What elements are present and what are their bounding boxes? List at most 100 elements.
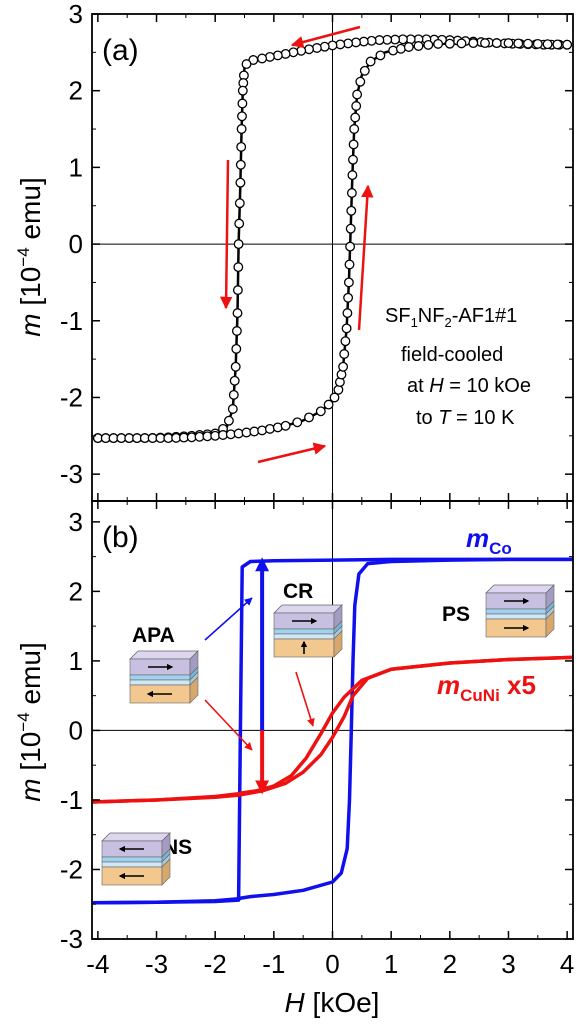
data-point-ascending xyxy=(413,41,424,51)
x-tick-label: -1 xyxy=(262,949,285,979)
data-point-descending xyxy=(319,41,330,52)
x-tick-label: 3 xyxy=(501,949,515,979)
data-point-ascending xyxy=(433,38,444,49)
temperature-text: to T = 10 K xyxy=(416,407,515,429)
data-point-ascending xyxy=(532,38,543,49)
stack-top-face xyxy=(485,584,555,594)
y-tick-label: 2 xyxy=(69,576,83,606)
data-point-ascending xyxy=(552,39,563,50)
layer-stack-apa xyxy=(129,650,199,704)
data-point-ascending xyxy=(346,188,357,198)
data-point-descending xyxy=(311,43,322,53)
data-point-ascending xyxy=(272,422,283,433)
data-point-ascending xyxy=(562,39,573,50)
data-point-descending xyxy=(272,50,283,61)
data-point-ascending xyxy=(491,38,502,49)
data-point-descending xyxy=(237,98,248,109)
data-point-ascending xyxy=(340,336,351,347)
stack-top-face xyxy=(273,604,343,614)
data-point-descending xyxy=(296,45,307,56)
data-point-ascending xyxy=(343,292,354,303)
panel-a-ylabel: m [10−4 emu] xyxy=(14,177,46,336)
y-tick-label: 3 xyxy=(69,0,83,29)
data-point-ascending xyxy=(359,65,370,76)
data-point-ascending xyxy=(304,412,314,423)
data-point-ascending xyxy=(348,139,359,150)
data-point-ascending xyxy=(280,420,291,431)
data-point-ascending xyxy=(503,38,514,49)
arrow-bottom-right xyxy=(257,442,327,464)
layer-stack-cr xyxy=(273,604,343,658)
data-point-descending xyxy=(231,326,242,336)
y-tick-label: 0 xyxy=(69,715,83,745)
x-tick-label: -2 xyxy=(204,949,227,979)
stack-layer xyxy=(273,628,335,635)
x-tick-label: 1 xyxy=(384,949,398,979)
data-point-descending xyxy=(327,40,338,51)
stack-layer xyxy=(485,613,547,620)
stack-side xyxy=(333,630,343,658)
data-point-descending xyxy=(257,53,268,64)
y-tick-label: -1 xyxy=(60,785,83,815)
arrow-right-up xyxy=(357,184,374,331)
data-point-ascending xyxy=(264,423,275,434)
stack-layer xyxy=(485,608,547,615)
sample-annotation: SF1NF2-AF1#1 field-cooled at H = 10 kOe … xyxy=(385,305,531,429)
data-point-descending xyxy=(236,141,247,152)
data-point-descending xyxy=(237,85,248,96)
data-point-ascending xyxy=(348,154,358,165)
data-point-descending xyxy=(232,285,243,296)
layer-stack-ps xyxy=(485,584,555,638)
series-m-cuni-ascending xyxy=(91,655,574,804)
data-point-ascending xyxy=(343,277,354,288)
panel-a-label: (a) xyxy=(102,34,139,67)
x-tick-label: -4 xyxy=(86,949,109,979)
data-point-descending xyxy=(227,404,238,414)
data-point-ascending xyxy=(352,89,363,100)
state-label-apa: APA xyxy=(132,624,175,647)
data-point-ascending xyxy=(349,124,360,134)
y-tick-label: -3 xyxy=(60,459,83,489)
stack-layer xyxy=(129,674,191,681)
data-point-ascending xyxy=(395,43,406,54)
legend-m-cuni: mCuNi x5 xyxy=(437,670,536,705)
data-point-descending xyxy=(236,124,247,134)
data-point-ascending xyxy=(341,323,352,334)
data-point-descending xyxy=(304,44,314,55)
data-point-ascending xyxy=(480,38,490,49)
arrow-left-down xyxy=(219,159,233,310)
data-point-descending xyxy=(241,59,252,70)
data-point-ascending xyxy=(468,38,479,49)
data-point-ascending xyxy=(423,39,434,50)
apa-pointer-red xyxy=(204,699,253,751)
y-tick-label: 2 xyxy=(69,76,83,106)
state-label-cr: CR xyxy=(283,580,313,603)
stack-layer xyxy=(101,856,163,863)
stack-side xyxy=(189,676,199,704)
panel-a-marks xyxy=(92,14,573,501)
data-point-descending xyxy=(280,48,291,59)
data-point-ascending xyxy=(355,76,366,87)
data-point-ascending xyxy=(344,259,355,270)
data-point-descending xyxy=(288,47,299,58)
data-point-descending xyxy=(233,262,244,273)
stack-side xyxy=(545,610,555,638)
x-tick-label: -3 xyxy=(145,949,168,979)
data-point-descending xyxy=(234,218,245,229)
y-tick-label: -3 xyxy=(60,924,83,954)
stack-top-face xyxy=(129,650,199,660)
y-tick-label: 0 xyxy=(69,229,83,259)
layer-stack-ns xyxy=(101,832,171,886)
data-point-ascending xyxy=(351,101,362,111)
data-point-descending xyxy=(237,111,247,122)
data-point-ascending xyxy=(403,42,414,52)
data-point-descending xyxy=(223,415,234,426)
data-point-descending xyxy=(228,389,239,400)
layer-stacks xyxy=(101,584,555,886)
stack-side xyxy=(161,858,171,886)
state-label-ps: PS xyxy=(442,603,470,626)
panel-a-ticks: -3 -2 -1 0 1 2 3 xyxy=(60,0,573,501)
x-tick-label: 0 xyxy=(325,949,339,979)
